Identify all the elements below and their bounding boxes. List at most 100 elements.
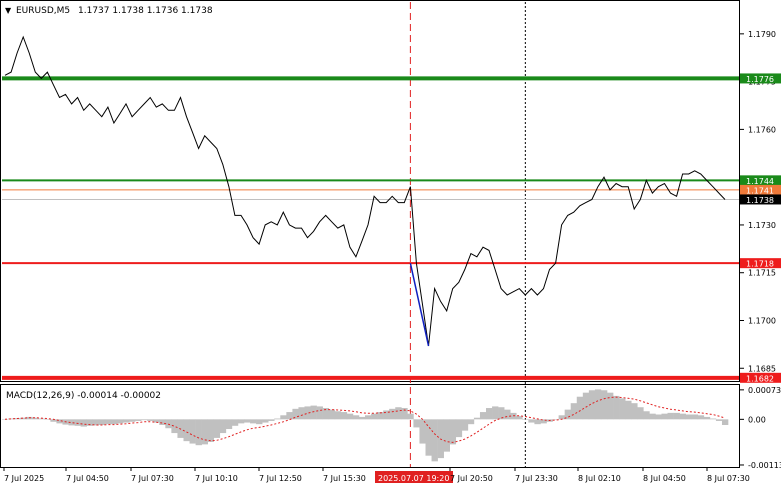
macd-bar — [189, 419, 196, 444]
macd-bar — [80, 419, 87, 427]
macd-bar — [709, 418, 717, 420]
x-tick-label: 7 Jul 04:50 — [66, 474, 109, 483]
macd-bar — [377, 412, 384, 420]
macd-bar — [231, 419, 239, 426]
macd-tick-label: 0.00073 — [748, 386, 781, 395]
macd-bar — [280, 415, 287, 420]
price-tick-label: 1.1760 — [748, 125, 776, 134]
macd-bar — [68, 419, 75, 426]
macd-signal — [4, 396, 726, 443]
macd-bar — [304, 406, 311, 420]
macd-bar — [74, 419, 81, 426]
macd-bar — [201, 419, 208, 445]
macd-bar — [365, 415, 372, 420]
macd-bar — [256, 419, 263, 425]
macd-bar — [673, 412, 680, 420]
macd-bar — [328, 409, 336, 420]
macd-bar — [667, 412, 674, 420]
macd-bar — [528, 419, 535, 423]
macd-bar — [104, 419, 112, 425]
macd-tick-label: 0.00 — [748, 415, 766, 424]
x-tick-label: 7 Jul 07:30 — [131, 474, 174, 483]
macd-bar — [631, 403, 638, 420]
level-label-box — [740, 258, 781, 269]
macd-bar — [721, 419, 729, 425]
level-label-text: 1.1744 — [746, 177, 774, 186]
price-tick-label: 1.1790 — [748, 30, 776, 39]
macd-bar — [352, 415, 360, 420]
time-axis: 7 Jul 2025 7 Jul 04:50 7 Jul 07:30 7 Jul 10… — [3, 467, 750, 483]
macd-bar — [473, 417, 481, 420]
macd-bar — [570, 403, 578, 420]
macd-bar — [213, 419, 221, 438]
level-label-box — [740, 372, 781, 383]
x-tick-label: 7 Jul 15:30 — [323, 474, 366, 483]
macd-bar — [207, 419, 215, 442]
macd-bar — [116, 419, 124, 424]
macd-bar — [334, 411, 342, 420]
macd-bar — [564, 409, 572, 420]
macd-histogram — [1, 389, 729, 462]
macd-bar — [461, 419, 469, 431]
macd-bar — [243, 419, 251, 423]
macd-bar — [8, 418, 15, 420]
macd-bar — [50, 419, 57, 422]
x-tick-highlight — [375, 471, 453, 483]
macd-bar — [594, 389, 602, 420]
macd-bar — [431, 419, 438, 462]
macd-bar — [38, 418, 45, 420]
macd-bar — [576, 396, 584, 420]
macd-bar — [600, 390, 608, 420]
macd-bar — [395, 407, 402, 420]
macd-bar — [44, 419, 51, 420]
macd-bar — [141, 419, 148, 421]
macd-bar — [159, 419, 166, 425]
macd-bar — [389, 408, 396, 420]
x-tick-label: 7 Jul 12:50 — [259, 474, 302, 483]
macd-bar — [558, 415, 565, 420]
macd-bar — [32, 417, 39, 420]
macd-bar — [498, 407, 505, 420]
price-panel[interactable] — [0, 0, 740, 382]
macd-bar — [340, 412, 348, 420]
macd-bar — [129, 419, 136, 422]
macd-bar — [237, 419, 245, 424]
macd-bar — [322, 408, 329, 420]
macd-bar — [679, 413, 686, 420]
macd-bar — [449, 419, 457, 445]
macd-tick-label: -0.00113 — [748, 461, 781, 470]
macd-bar — [607, 392, 614, 420]
price-line — [4, 35, 726, 347]
macd-bar — [455, 419, 463, 438]
macd-bar — [425, 419, 432, 456]
macd-bar — [413, 419, 420, 428]
header-arrow[interactable]: ▼ — [5, 6, 12, 15]
macd-bar — [56, 419, 63, 424]
macd-bar — [582, 392, 590, 420]
macd-bar — [383, 410, 390, 420]
macd-header: MACD(12,26,9) -0.00014 -0.00002 — [6, 391, 161, 401]
macd-bar — [92, 419, 100, 426]
macd-bar — [183, 419, 190, 442]
macd-bar — [685, 414, 693, 420]
macd-bar — [492, 406, 499, 420]
macd-bar — [703, 416, 711, 420]
macd-bar — [371, 413, 378, 420]
macd-bar — [534, 419, 541, 425]
x-tick-label: 7 Jul 20:50 — [450, 474, 493, 483]
x-tick-label: 7 Jul 2025 — [4, 474, 44, 483]
macd-bar — [715, 419, 723, 421]
macd-bar — [625, 400, 632, 420]
macd-bar — [268, 419, 275, 421]
impulse-line — [409, 262, 430, 347]
macd-signal-line — [4, 396, 726, 443]
macd-bar — [661, 413, 668, 420]
macd-bar — [619, 398, 626, 420]
x-tick-label: 7 Jul 10:10 — [195, 474, 238, 483]
macd-axis: 0.00073 0.00 -0.00113 — [740, 386, 781, 470]
impulse-segment — [409, 262, 430, 347]
price-tick-label: 1.1730 — [748, 221, 776, 230]
